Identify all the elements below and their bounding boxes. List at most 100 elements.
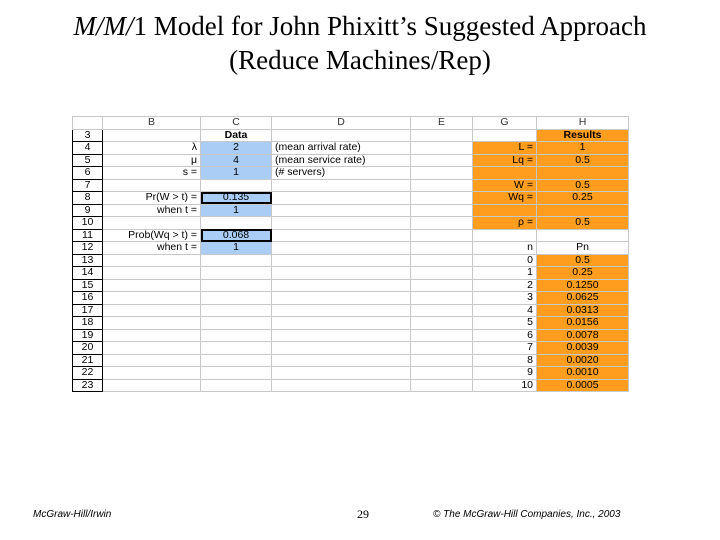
table-row: 17 4 0.0313 (72, 303, 629, 317)
table-row: 18 5 0.0156 (72, 316, 629, 330)
description-cell: (mean service rate) (271, 153, 411, 167)
result-label-cell: 2 (472, 278, 537, 292)
row-number: 22 (72, 366, 103, 380)
result-value-cell: 0.0078 (536, 328, 629, 342)
empty-cell (410, 128, 473, 142)
result-value-cell (536, 166, 629, 180)
description-cell (271, 291, 411, 305)
result-value-cell: 0.0156 (536, 316, 629, 330)
result-value-cell: 0.0020 (536, 353, 629, 367)
label-cell (102, 178, 201, 192)
column-header-row: B C D E G H (72, 116, 629, 130)
table-row: 12 when t = 1 n Pn (72, 241, 629, 255)
description-cell (271, 178, 411, 192)
column-header: D (271, 116, 411, 130)
label-cell (102, 378, 201, 392)
table-row: 8 Pr(W > t) = 0.135 Wq = 0.25 (72, 191, 629, 205)
result-label-cell: W = (472, 178, 537, 192)
empty-cell (410, 178, 473, 192)
data-value-cell: 1 (200, 203, 272, 217)
data-value-cell: 2 (200, 141, 272, 155)
description-cell (271, 266, 411, 280)
row-number: 17 (72, 303, 103, 317)
empty-cell (410, 378, 473, 392)
table-row: 9 when t = 1 (72, 203, 629, 217)
row-number: 7 (72, 178, 103, 192)
column-header: E (410, 116, 473, 130)
data-value-cell: 4 (200, 153, 272, 167)
row-number: 3 (72, 128, 103, 142)
result-value-cell (536, 203, 629, 217)
table-row: 15 2 0.1250 (72, 278, 629, 292)
label-cell: μ (102, 153, 201, 167)
label-cell: s = (102, 166, 201, 180)
result-label-cell: 8 (472, 353, 537, 367)
result-label-cell (472, 128, 537, 142)
table-row: 5 μ 4 (mean service rate) Lq = 0.5 (72, 153, 629, 167)
result-label-cell: ρ = (472, 216, 537, 230)
table-row: 7 W = 0.5 (72, 178, 629, 192)
table-row: 3 Data Results (72, 128, 629, 142)
label-cell: Prob(Wq > t) = (102, 228, 201, 242)
data-value-cell: 1 (200, 241, 272, 255)
description-cell (271, 228, 411, 242)
data-value-cell (200, 178, 272, 192)
description-cell: (# servers) (271, 166, 411, 180)
row-number: 8 (72, 191, 103, 205)
empty-cell (410, 266, 473, 280)
label-cell (102, 253, 201, 267)
row-number: 20 (72, 341, 103, 355)
row-number: 21 (72, 353, 103, 367)
table-row: 14 1 0.25 (72, 266, 629, 280)
row-number: 23 (72, 378, 103, 392)
row-number: 11 (72, 228, 103, 242)
data-value-cell (200, 366, 272, 380)
result-value-cell: 0.0625 (536, 291, 629, 305)
result-value-cell: 0.5 (536, 216, 629, 230)
result-label-cell: 5 (472, 316, 537, 330)
label-cell (102, 266, 201, 280)
row-number: 9 (72, 203, 103, 217)
result-value-cell: Results (536, 128, 629, 142)
row-number: 10 (72, 216, 103, 230)
result-value-cell: 1 (536, 141, 629, 155)
table-row: 21 8 0.0020 (72, 353, 629, 367)
label-cell: when t = (102, 203, 201, 217)
result-label-cell: 6 (472, 328, 537, 342)
description-cell (271, 191, 411, 205)
description-cell (271, 353, 411, 367)
row-number: 14 (72, 266, 103, 280)
data-value-cell (200, 253, 272, 267)
label-cell (102, 328, 201, 342)
description-cell (271, 303, 411, 317)
empty-cell (410, 341, 473, 355)
data-value-cell (200, 341, 272, 355)
corner-cell (72, 116, 103, 130)
result-value-cell: 0.25 (536, 266, 629, 280)
result-label-cell: 7 (472, 341, 537, 355)
result-label-cell: 10 (472, 378, 537, 392)
result-value-cell: 0.5 (536, 178, 629, 192)
label-cell (102, 216, 201, 230)
column-header: H (536, 116, 629, 130)
table-row: 19 6 0.0078 (72, 328, 629, 342)
data-value-cell (200, 353, 272, 367)
description-cell (271, 366, 411, 380)
empty-cell (410, 278, 473, 292)
column-header: G (472, 116, 537, 130)
result-label-cell: L = (472, 141, 537, 155)
label-cell (102, 316, 201, 330)
row-number: 18 (72, 316, 103, 330)
result-value-cell: Pn (536, 241, 629, 255)
table-row: 13 0 0.5 (72, 253, 629, 267)
result-value-cell: 0.25 (536, 191, 629, 205)
title-italic-prefix: M/M/ (73, 11, 134, 41)
spreadsheet: B C D E G H 3 Data Results 4 λ 2 (mean arrival… (72, 116, 629, 392)
description-cell (271, 278, 411, 292)
result-value-cell: 0.0313 (536, 303, 629, 317)
empty-cell (410, 328, 473, 342)
label-cell: λ (102, 141, 201, 155)
result-value-cell: 0.1250 (536, 278, 629, 292)
data-value-cell: Data (200, 128, 272, 142)
